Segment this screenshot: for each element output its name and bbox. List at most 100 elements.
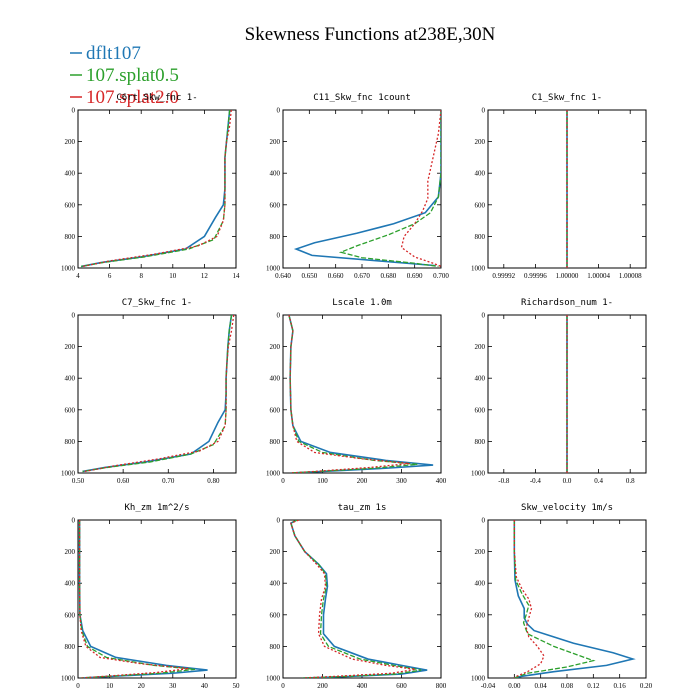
y-tick-label: 1000: [61, 470, 76, 478]
x-tick-label: 30: [169, 682, 177, 690]
y-tick-label: 600: [475, 406, 486, 414]
y-tick-label: 200: [65, 138, 76, 146]
x-tick-label: 200: [317, 682, 328, 690]
panel-title: Lscale 1.0m: [332, 298, 392, 308]
y-tick-label: 1000: [471, 265, 486, 273]
y-tick-label: 200: [270, 343, 281, 351]
x-tick-label: 12: [201, 272, 209, 280]
x-tick-label: 0.700: [433, 272, 449, 280]
x-tick-label: 0.640: [275, 272, 291, 280]
x-tick-label: 300: [396, 477, 407, 485]
legend-label: dflt107: [86, 43, 141, 64]
x-tick-label: 0.70: [162, 477, 175, 485]
x-tick-label: 0.680: [380, 272, 396, 280]
panel-6: Richardson_num 1- -0.8 -0.4 0.0 0.4 0.8 0 200 40…: [471, 298, 647, 485]
plot-frame: [282, 109, 442, 269]
x-tick-label: 0.690: [407, 272, 423, 280]
panel-title: Skw_velocity 1m/s: [521, 503, 613, 513]
x-tick-label: 0: [281, 682, 285, 690]
series-line-splat05: [81, 110, 231, 268]
series-line-splat05: [82, 315, 233, 473]
y-tick-label: 800: [65, 233, 76, 241]
y-tick-label: 400: [270, 580, 281, 588]
y-tick-label: 0: [277, 107, 281, 115]
y-tick-label: 400: [270, 170, 281, 178]
series-line-splat05: [513, 520, 596, 678]
y-tick-label: 1000: [266, 675, 281, 683]
series-line-dflt107: [513, 520, 636, 678]
y-tick-label: 400: [65, 580, 76, 588]
figure-title: Skewness Functions at238E,30N: [245, 24, 496, 45]
x-tick-label: 10: [169, 272, 177, 280]
y-tick-label: 0: [72, 517, 76, 525]
panel-9: Skw_velocity 1m/s -0.04 0.00 0.04 0.08 0.12 0.…: [471, 503, 653, 690]
x-tick-label: 20: [138, 682, 146, 690]
y-tick-label: 400: [65, 375, 76, 383]
y-tick-label: 200: [270, 138, 281, 146]
x-tick-label: -0.4: [530, 477, 542, 485]
x-tick-label: 0.08: [561, 682, 574, 690]
panel-title: tau_zm 1s: [338, 503, 387, 513]
x-tick-label: 400: [357, 682, 368, 690]
legend-label: 107.splat2.0: [86, 87, 179, 108]
x-tick-label: 0.20: [640, 682, 653, 690]
x-tick-label: 10: [106, 682, 114, 690]
y-tick-label: 200: [475, 138, 486, 146]
panel-title: Kh_zm 1m^2/s: [124, 503, 189, 513]
x-tick-label: 0.12: [587, 682, 600, 690]
y-tick-label: 1000: [266, 470, 281, 478]
series-line-dflt107: [289, 520, 428, 678]
series-line-splat20: [288, 315, 410, 473]
x-tick-label: 600: [396, 682, 407, 690]
x-tick-label: 800: [436, 682, 447, 690]
panel-8: tau_zm 1s 0 200 400 600 800 0 200 400 600 800 1000: [266, 503, 447, 690]
x-tick-label: -0.8: [498, 477, 510, 485]
x-tick-label: 0.50: [72, 477, 85, 485]
plot-frame: [77, 109, 237, 269]
y-tick-label: 800: [270, 643, 281, 651]
y-tick-label: 200: [65, 548, 76, 556]
x-tick-label: 1.00008: [619, 272, 642, 280]
y-tick-label: 0: [72, 312, 76, 320]
series-line-splat20: [78, 520, 189, 678]
panel-title: Richardson_num 1-: [521, 298, 613, 308]
x-tick-label: 8: [139, 272, 143, 280]
panel-7: Kh_zm 1m^2/s 0 10 20 30 40 50 0 200 400 600 800 1000: [61, 503, 240, 690]
y-tick-label: 200: [475, 343, 486, 351]
y-tick-label: 400: [475, 580, 486, 588]
x-tick-label: 0.99996: [524, 272, 547, 280]
y-tick-label: 0: [482, 517, 486, 525]
y-tick-label: 400: [475, 375, 486, 383]
plot-frame: [77, 519, 237, 679]
y-tick-label: 0: [72, 107, 76, 115]
series-line-dflt107: [293, 110, 441, 267]
panel-5: Lscale 1.0m 0 100 200 300 400 0 200 400 600 800 100…: [266, 298, 447, 485]
x-tick-label: 0.60: [117, 477, 130, 485]
y-tick-label: 400: [65, 170, 76, 178]
legend-item-splat20: 107.splat2.0: [70, 87, 179, 108]
x-tick-label: 0.99992: [492, 272, 515, 280]
plot-frame: [77, 314, 237, 474]
series-line-dflt107: [288, 315, 434, 473]
x-tick-label: 0.80: [207, 477, 220, 485]
x-tick-label: 400: [436, 477, 447, 485]
x-tick-label: 0.16: [614, 682, 627, 690]
x-tick-label: 100: [317, 477, 328, 485]
panel-title: C7_Skw_fnc 1-: [122, 298, 192, 308]
panel-title: C6rt_Skw_fnc 1-: [116, 93, 197, 103]
y-tick-label: 200: [270, 548, 281, 556]
x-tick-label: 1.00000: [556, 272, 579, 280]
panel-1: C6rt_Skw_fnc 1- 4 6 8 10 12 14 0 200 400 600 800 100…: [61, 93, 240, 280]
y-tick-label: 400: [270, 375, 281, 383]
series-line-splat20: [84, 315, 235, 473]
y-tick-label: 200: [475, 548, 486, 556]
x-tick-label: 6: [108, 272, 112, 280]
y-tick-label: 600: [475, 201, 486, 209]
y-tick-label: 1000: [61, 265, 76, 273]
legend-item-splat05: 107.splat0.5: [70, 65, 179, 86]
y-tick-label: 600: [475, 611, 486, 619]
panel-3: C1_Skw_fnc 1- 0.99992 0.99996 1.00000 1.0000…: [471, 93, 647, 280]
x-tick-label: 0: [76, 682, 80, 690]
x-tick-label: 0.650: [301, 272, 317, 280]
